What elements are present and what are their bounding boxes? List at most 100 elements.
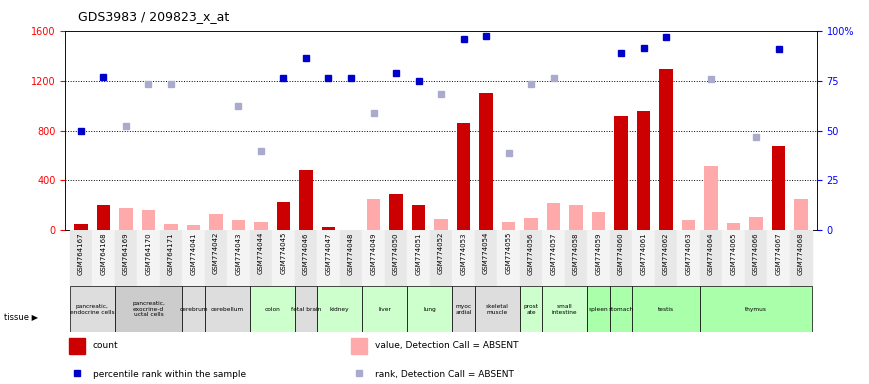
Bar: [69, 338, 85, 354]
Text: GSM774064: GSM774064: [708, 232, 714, 275]
Text: GSM774053: GSM774053: [461, 232, 467, 275]
Text: GSM774060: GSM774060: [618, 232, 624, 275]
Bar: [542, 230, 565, 286]
Bar: [96, 205, 110, 230]
Text: stomach: stomach: [608, 306, 634, 312]
Bar: [115, 230, 137, 286]
Text: tissue ▶: tissue ▶: [4, 312, 38, 321]
Text: GSM764169: GSM764169: [123, 232, 129, 275]
Bar: [272, 230, 295, 286]
Text: GSM774056: GSM774056: [528, 232, 534, 275]
Text: GSM774049: GSM774049: [370, 232, 376, 275]
Bar: [74, 224, 88, 230]
Text: prost
ate: prost ate: [523, 304, 539, 314]
Bar: [745, 230, 767, 286]
Text: GSM774058: GSM774058: [573, 232, 579, 275]
Bar: [295, 230, 317, 286]
Bar: [182, 230, 205, 286]
Text: cerebrum: cerebrum: [179, 306, 208, 312]
Bar: [767, 230, 790, 286]
Bar: [452, 230, 474, 286]
Bar: [480, 93, 493, 230]
Bar: [187, 225, 200, 230]
Text: GSM774043: GSM774043: [235, 232, 242, 275]
Text: GSM764170: GSM764170: [145, 232, 151, 275]
Text: GDS3983 / 209823_x_at: GDS3983 / 209823_x_at: [78, 10, 229, 23]
Bar: [119, 208, 133, 230]
Bar: [142, 210, 156, 230]
Bar: [587, 286, 610, 332]
Text: GSM774045: GSM774045: [281, 232, 287, 275]
Text: thymus: thymus: [745, 306, 767, 312]
Bar: [351, 338, 368, 354]
Bar: [700, 230, 722, 286]
Text: GSM774059: GSM774059: [595, 232, 601, 275]
Bar: [322, 227, 335, 230]
Bar: [794, 199, 808, 230]
Bar: [362, 286, 408, 332]
Bar: [385, 230, 408, 286]
Text: kidney: kidney: [330, 306, 349, 312]
Text: GSM774067: GSM774067: [776, 232, 781, 275]
Bar: [164, 224, 177, 230]
Bar: [660, 70, 673, 230]
Text: testis: testis: [658, 306, 674, 312]
Bar: [633, 230, 655, 286]
Bar: [542, 286, 587, 332]
Text: value, Detection Call = ABSENT: value, Detection Call = ABSENT: [375, 341, 519, 350]
Bar: [497, 230, 520, 286]
Bar: [412, 205, 425, 230]
Bar: [276, 202, 290, 230]
Text: GSM774066: GSM774066: [753, 232, 760, 275]
Text: cerebellum: cerebellum: [210, 306, 244, 312]
Text: GSM774062: GSM774062: [663, 232, 669, 275]
Bar: [524, 218, 538, 230]
Bar: [295, 286, 317, 332]
Bar: [408, 230, 430, 286]
Bar: [430, 230, 452, 286]
Bar: [587, 230, 610, 286]
Bar: [227, 230, 249, 286]
Text: colon: colon: [264, 306, 280, 312]
Text: GSM774052: GSM774052: [438, 232, 444, 275]
Bar: [457, 123, 470, 230]
Bar: [389, 194, 402, 230]
Bar: [209, 214, 222, 230]
Bar: [70, 286, 115, 332]
Bar: [182, 286, 205, 332]
Text: GSM774051: GSM774051: [415, 232, 421, 275]
Bar: [501, 222, 515, 230]
Bar: [317, 230, 340, 286]
Text: GSM764171: GSM764171: [168, 232, 174, 275]
Text: GSM764168: GSM764168: [101, 232, 106, 275]
Text: GSM774054: GSM774054: [483, 232, 489, 275]
Bar: [790, 230, 813, 286]
Bar: [317, 286, 362, 332]
Text: percentile rank within the sample: percentile rank within the sample: [93, 369, 246, 379]
Bar: [655, 230, 677, 286]
Text: lung: lung: [423, 306, 436, 312]
Bar: [474, 286, 520, 332]
Text: GSM774047: GSM774047: [326, 232, 331, 275]
Bar: [367, 199, 381, 230]
Text: rank, Detection Call = ABSENT: rank, Detection Call = ABSENT: [375, 369, 514, 379]
Text: GSM774057: GSM774057: [551, 232, 556, 275]
Bar: [682, 220, 695, 230]
Bar: [705, 166, 718, 230]
Text: count: count: [93, 341, 118, 350]
Text: pancreatic,
endocrine cells: pancreatic, endocrine cells: [70, 304, 115, 314]
Bar: [547, 203, 561, 230]
Bar: [520, 286, 542, 332]
Bar: [474, 230, 497, 286]
Text: GSM774042: GSM774042: [213, 232, 219, 275]
Bar: [614, 116, 627, 230]
Bar: [115, 286, 182, 332]
Bar: [205, 286, 249, 332]
Text: GSM774065: GSM774065: [731, 232, 737, 275]
Bar: [255, 222, 268, 230]
Bar: [232, 220, 245, 230]
Bar: [565, 230, 587, 286]
Bar: [749, 217, 763, 230]
Text: small
intestine: small intestine: [552, 304, 578, 314]
Text: GSM774046: GSM774046: [303, 232, 309, 275]
